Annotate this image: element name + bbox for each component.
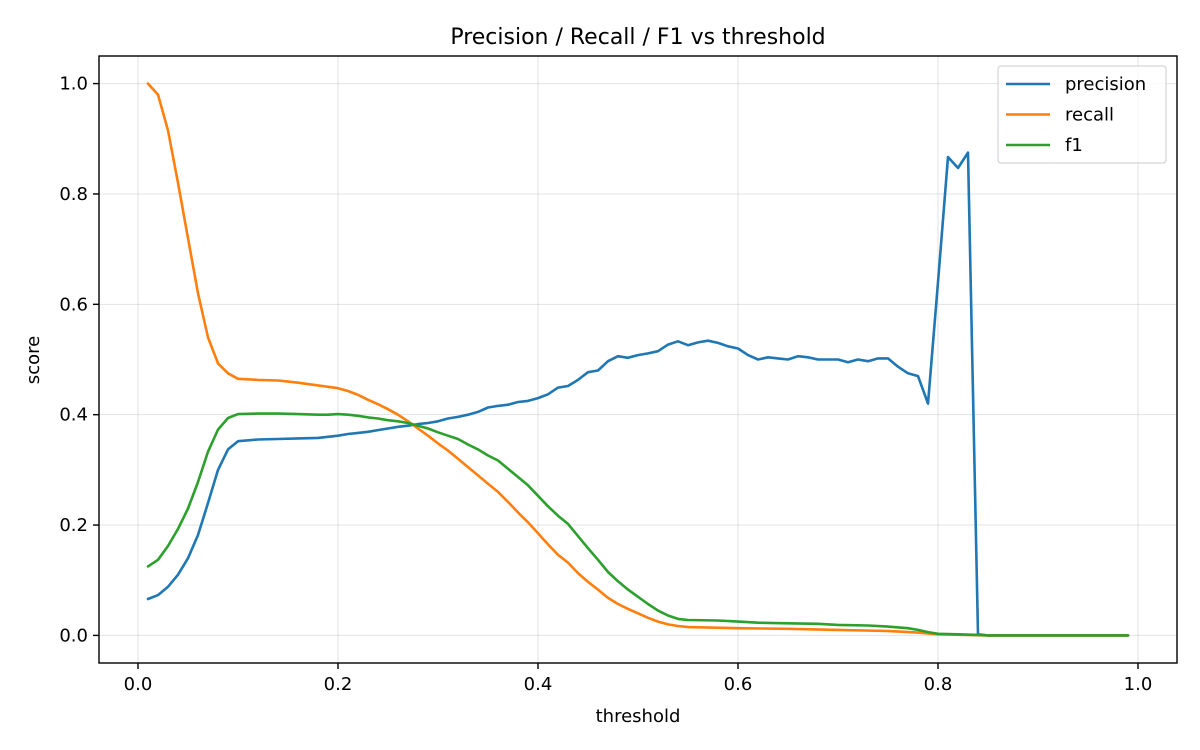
x-axis-label: threshold xyxy=(596,706,681,727)
x-tick-label: 0.2 xyxy=(324,674,353,695)
y-tick-label: 0.4 xyxy=(59,405,88,426)
y-tick-label: 1.0 xyxy=(59,74,88,95)
series-line-f1 xyxy=(146,412,1130,637)
legend-label-recall: recall xyxy=(1065,105,1114,126)
y-tick-label: 0.2 xyxy=(59,515,88,536)
legend-frame xyxy=(997,65,1167,164)
legend-label-f1: f1 xyxy=(1065,135,1083,156)
chart-title: Precision / Recall / F1 vs threshold xyxy=(450,25,825,50)
x-tick-label: 0.0 xyxy=(124,674,153,695)
y-ticks: 0.0 0.2 0.4 0.6 0.8 1.0 xyxy=(59,74,99,646)
x-tick-label: 1.0 xyxy=(1124,674,1153,695)
y-tick-label: 0.8 xyxy=(59,184,88,205)
series-line-recall xyxy=(146,82,1130,637)
x-tick-label: 0.6 xyxy=(724,674,753,695)
legend: precision recall f1 xyxy=(997,65,1167,164)
x-tick-label: 0.8 xyxy=(924,674,953,695)
legend-label-precision: precision xyxy=(1065,74,1146,95)
series-line-precision xyxy=(146,151,1130,637)
y-tick-label: 0.0 xyxy=(59,625,88,646)
x-ticks: 0.0 0.2 0.4 0.6 0.8 1.0 xyxy=(124,663,1153,695)
x-tick-label: 0.4 xyxy=(524,674,553,695)
series-layer xyxy=(146,82,1130,637)
y-axis-label: score xyxy=(23,336,44,384)
axes-frame xyxy=(98,55,1178,664)
y-tick-label: 0.6 xyxy=(59,294,88,315)
